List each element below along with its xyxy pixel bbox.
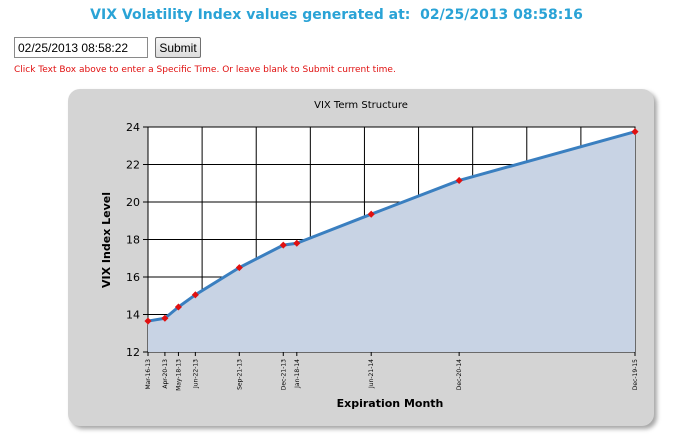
y-tick-label: 18	[126, 234, 140, 247]
submit-button[interactable]: Submit	[155, 37, 201, 58]
data-point	[293, 239, 301, 247]
time-input[interactable]	[14, 37, 148, 58]
data-point	[631, 128, 639, 136]
data-point	[367, 210, 375, 218]
y-tick-label: 14	[126, 309, 140, 322]
y-tick-label: 22	[126, 159, 140, 172]
y-tick-label: 12	[126, 346, 140, 359]
title-timestamp: 02/25/2013 08:58:16	[420, 7, 583, 23]
x-tick-label: Mar-16-13	[145, 359, 152, 390]
x-tick-label: Dec-21-13	[280, 359, 287, 390]
x-tick-label: Jan-18-14	[294, 359, 301, 389]
hint-text: Click Text Box above to enter a Specific…	[14, 65, 396, 75]
data-point	[174, 303, 182, 311]
data-point	[144, 317, 152, 325]
x-axis-ticks: Mar-16-13 Apr-20-13 May-18-13 Jun-22-13 Sep-…	[145, 352, 639, 391]
chart-panel: VIX Term Structure 12 14 16 18 20 22 24 Mar-16…	[68, 89, 654, 426]
title-label: VIX Volatility Index values generated at…	[90, 7, 411, 23]
series-line	[147, 130, 636, 323]
x-tick-label: Apr-20-13	[162, 359, 169, 389]
y-axis-label: VIX Index Level	[100, 192, 113, 288]
y-axis-ticks: 12 14 16 18 20 22 24	[126, 121, 148, 359]
data-point	[455, 176, 463, 184]
x-axis-label: Expiration Month	[337, 397, 444, 410]
x-tick-label: Jun-21-14	[368, 359, 375, 389]
chart-title: VIX Term Structure	[314, 100, 408, 111]
page-title: VIX Volatility Index values generated at…	[0, 7, 673, 23]
data-markers	[144, 128, 639, 325]
x-tick-label: Jun-22-13	[192, 359, 199, 389]
y-tick-label: 20	[126, 196, 140, 209]
data-point	[235, 264, 243, 272]
x-tick-label: Dec-20-14	[456, 359, 463, 390]
area-fill	[148, 131, 635, 352]
x-tick-label: May-18-13	[175, 359, 182, 391]
y-tick-label: 24	[126, 121, 140, 134]
data-point	[191, 291, 199, 299]
data-point	[279, 241, 287, 249]
x-tick-label: Sep-21-13	[236, 359, 243, 390]
y-tick-label: 16	[126, 271, 140, 284]
x-tick-label: Dec-19-15	[632, 359, 639, 390]
vix-term-structure-chart: VIX Term Structure 12 14 16 18 20 22 24 Mar-16…	[100, 100, 639, 410]
data-point	[161, 314, 169, 322]
